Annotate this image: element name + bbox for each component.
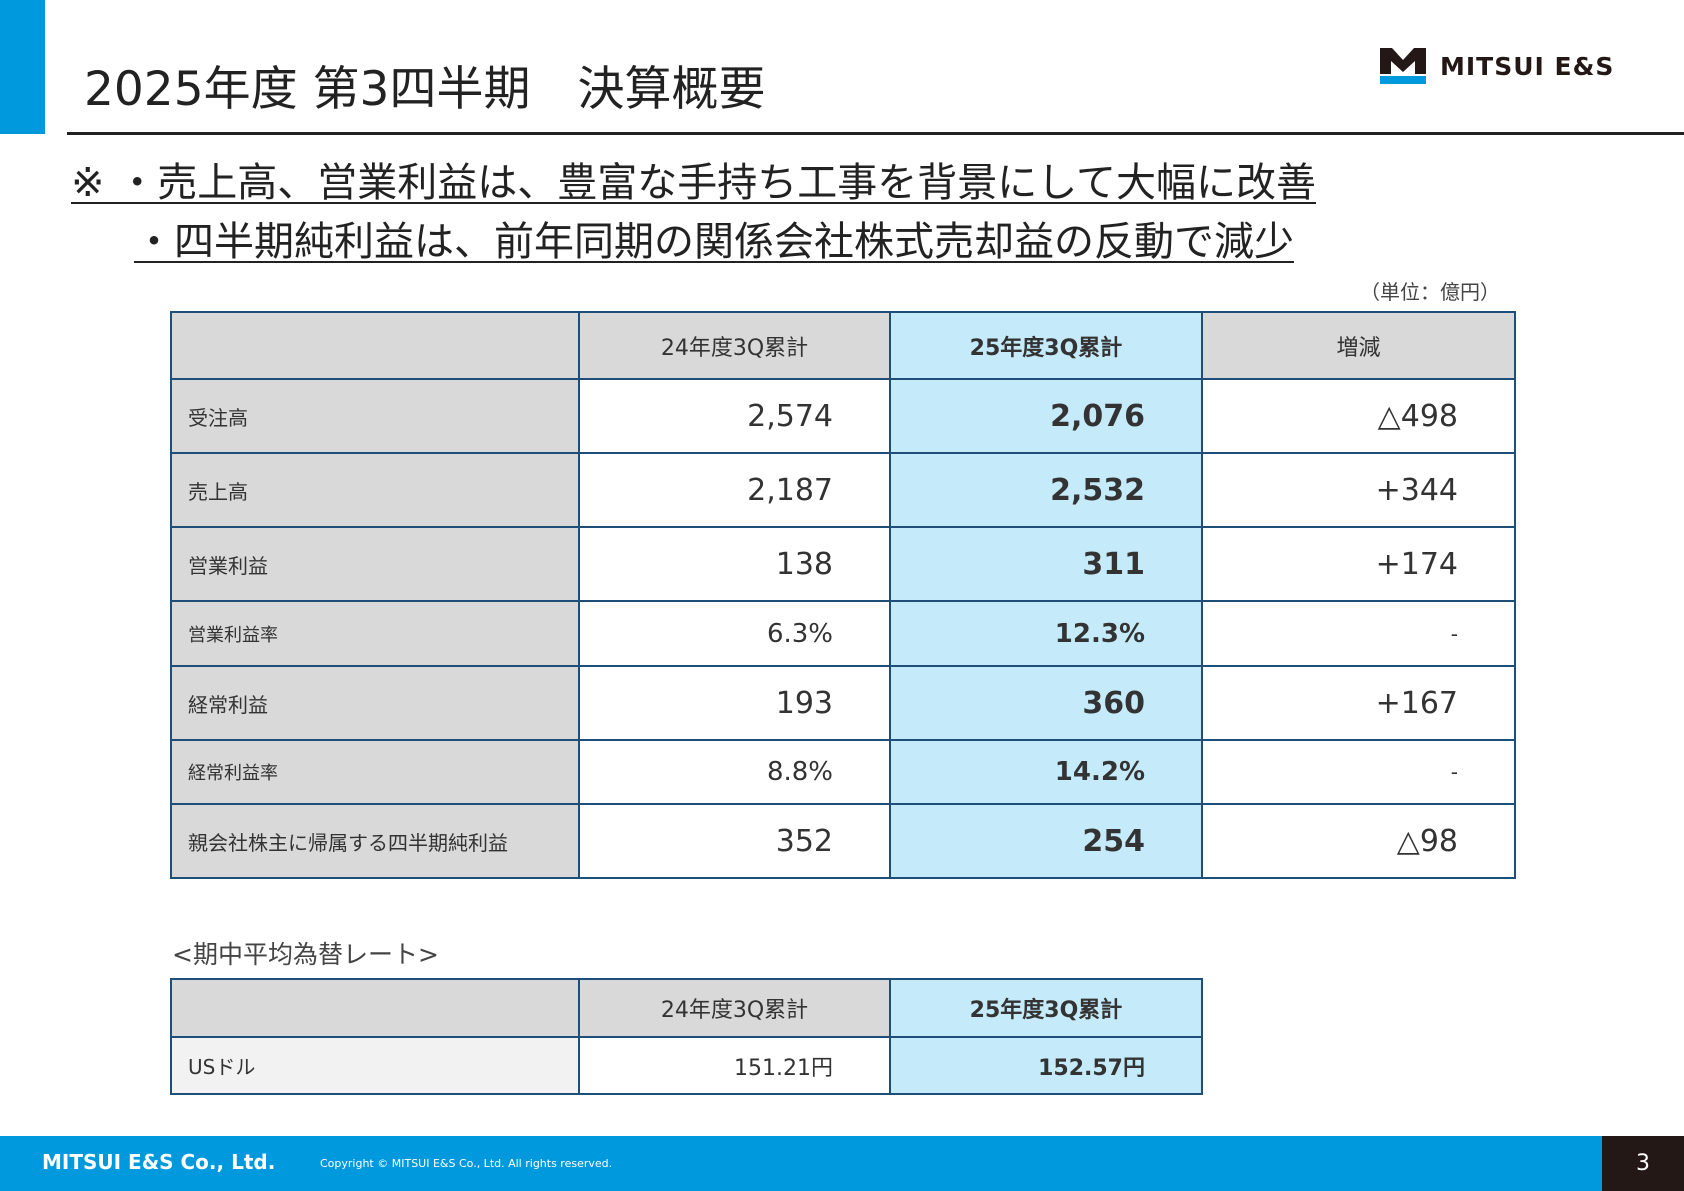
curr-value: 152.57円	[889, 1036, 1203, 1095]
curr-value: 254	[889, 803, 1203, 879]
prev-value: 138	[578, 526, 891, 602]
diff-value: +174	[1201, 526, 1516, 602]
diff-value: +167	[1201, 665, 1516, 741]
prev-value: 8.8%	[578, 739, 891, 805]
page-number: 3	[1602, 1136, 1684, 1191]
footer-bar	[0, 1136, 1684, 1191]
header-cell: 25年度3Q累計	[889, 311, 1203, 380]
table-header-row: 24年度3Q累計 25年度3Q累計 増減	[170, 311, 1516, 380]
unit-label: （単位：億円）	[1360, 280, 1500, 304]
curr-value: 14.2%	[889, 739, 1203, 805]
summary-line-1: ※ ・売上高、営業利益は、豊富な手持ち工事を背景にして大幅に改善	[71, 160, 1317, 206]
page-title: 2025年度 第3四半期 決算概要	[84, 62, 766, 117]
table-row: 売上高 2,187 2,532 +344	[170, 452, 1516, 528]
row-label: 経常利益	[170, 665, 580, 741]
row-label: 受注高	[170, 378, 580, 454]
prev-value: 2,574	[578, 378, 891, 454]
table-row: USドル 151.21円 152.57円	[170, 1036, 1203, 1095]
header-cell	[170, 311, 580, 380]
table-row: 営業利益 138 311 +174	[170, 526, 1516, 602]
summary-line-2: ・四半期純利益は、前年同期の関係会社株式売却益の反動で減少	[134, 219, 1294, 265]
diff-value: △498	[1201, 378, 1516, 454]
header-cell: 24年度3Q累計	[578, 311, 891, 380]
table-header-row: 24年度3Q累計 25年度3Q累計	[170, 978, 1203, 1038]
curr-value: 2,076	[889, 378, 1203, 454]
logo-text: MITSUI E&S	[1440, 51, 1615, 81]
logo-mark-icon	[1380, 48, 1426, 84]
results-table: 24年度3Q累計 25年度3Q累計 増減 受注高 2,574 2,076 △498 売上…	[170, 311, 1516, 879]
diff-value: -	[1201, 600, 1516, 667]
table-row: 経常利益 193 360 +167	[170, 665, 1516, 741]
curr-value: 360	[889, 665, 1203, 741]
prev-value: 2,187	[578, 452, 891, 528]
row-label: 売上高	[170, 452, 580, 528]
fx-rate-table: 24年度3Q累計 25年度3Q累計 USドル 151.21円 152.57円	[170, 978, 1203, 1095]
curr-value: 12.3%	[889, 600, 1203, 667]
header-cell	[170, 978, 580, 1038]
row-label: 親会社株主に帰属する四半期純利益	[170, 803, 580, 879]
diff-value: -	[1201, 739, 1516, 805]
company-logo: MITSUI E&S	[1380, 48, 1614, 84]
curr-value: 311	[889, 526, 1203, 602]
row-label: 営業利益	[170, 526, 580, 602]
table-row: 親会社株主に帰属する四半期純利益 352 254 △98	[170, 803, 1516, 879]
header-cell: 24年度3Q累計	[578, 978, 891, 1038]
row-label: 経常利益率	[170, 739, 580, 805]
header-cell: 25年度3Q累計	[889, 978, 1203, 1038]
header-divider	[67, 132, 1684, 135]
row-label: 営業利益率	[170, 600, 580, 667]
header-cell: 増減	[1201, 311, 1516, 380]
row-label: USドル	[170, 1036, 580, 1095]
table-row: 営業利益率 6.3% 12.3% -	[170, 600, 1516, 667]
accent-bar	[0, 0, 45, 134]
diff-value: +344	[1201, 452, 1516, 528]
prev-value: 352	[578, 803, 891, 879]
prev-value: 6.3%	[578, 600, 891, 667]
fx-rate-label: <期中平均為替レート>	[172, 940, 439, 969]
footer-copyright: Copyright © MITSUI E&S Co., Ltd. All rig…	[320, 1157, 613, 1170]
prev-value: 151.21円	[578, 1036, 891, 1095]
curr-value: 2,532	[889, 452, 1203, 528]
table-row: 受注高 2,574 2,076 △498	[170, 378, 1516, 454]
diff-value: △98	[1201, 803, 1516, 879]
table-row: 経常利益率 8.8% 14.2% -	[170, 739, 1516, 805]
prev-value: 193	[578, 665, 891, 741]
footer-company: MITSUI E&S Co., Ltd.	[42, 1150, 276, 1174]
